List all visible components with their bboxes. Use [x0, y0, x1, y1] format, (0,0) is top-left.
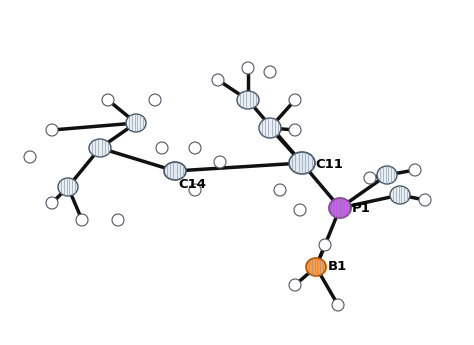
Ellipse shape [259, 118, 281, 138]
Circle shape [289, 124, 301, 136]
Circle shape [102, 94, 114, 106]
Circle shape [264, 66, 276, 78]
Ellipse shape [390, 186, 410, 204]
Ellipse shape [377, 166, 397, 184]
Circle shape [289, 94, 301, 106]
Circle shape [189, 142, 201, 154]
Ellipse shape [306, 258, 326, 276]
Text: C11: C11 [315, 158, 343, 171]
Ellipse shape [289, 152, 315, 174]
Circle shape [409, 164, 421, 176]
Circle shape [46, 197, 58, 209]
Circle shape [214, 156, 226, 168]
Text: C14: C14 [178, 178, 206, 191]
Circle shape [364, 172, 376, 184]
Ellipse shape [89, 139, 111, 157]
Circle shape [46, 124, 58, 136]
Circle shape [112, 214, 124, 226]
Ellipse shape [58, 178, 78, 196]
Ellipse shape [329, 198, 351, 218]
Circle shape [149, 94, 161, 106]
Circle shape [419, 194, 431, 206]
Ellipse shape [126, 114, 146, 132]
Circle shape [274, 184, 286, 196]
Circle shape [289, 279, 301, 291]
Circle shape [24, 151, 36, 163]
Ellipse shape [164, 162, 186, 180]
Text: P1: P1 [352, 201, 371, 215]
Circle shape [294, 204, 306, 216]
Circle shape [76, 214, 88, 226]
Circle shape [189, 184, 201, 196]
Circle shape [332, 299, 344, 311]
Ellipse shape [237, 91, 259, 109]
Circle shape [242, 62, 254, 74]
Circle shape [319, 239, 331, 251]
Circle shape [212, 74, 224, 86]
Text: B1: B1 [328, 260, 347, 274]
Circle shape [156, 142, 168, 154]
